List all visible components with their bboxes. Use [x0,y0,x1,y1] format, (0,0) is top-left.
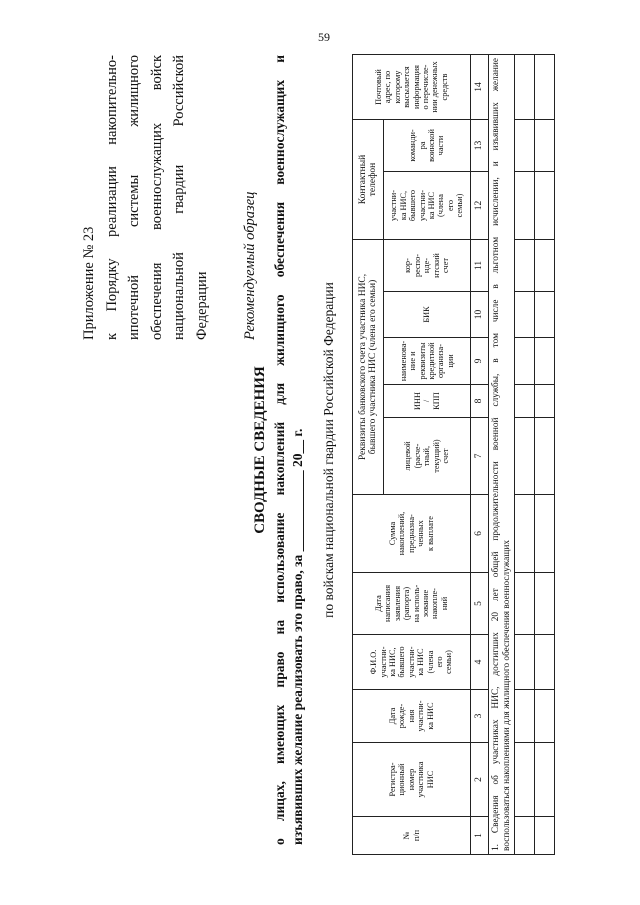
summary-table: № п/п Регистра- ционный номер участника Н… [352,54,555,855]
table-cell[interactable] [514,171,535,240]
column-header: лицевой (расче- тный, текущий) счет [383,417,471,495]
table-row [514,54,535,855]
column-header: участни- ка НИС, бывшего участни- ка НИС… [383,171,471,240]
column-header: наименова- ние и реквизиты кредитной орг… [383,337,471,385]
table-cell[interactable] [514,54,535,120]
table-cell[interactable] [534,494,555,573]
appendix-line: обеспечения военнослужащих войск [148,55,165,340]
table-cell[interactable] [534,816,555,855]
column-number: 9 [470,337,489,385]
table-cell[interactable] [514,634,535,690]
table-cell[interactable] [534,572,555,635]
table-cell[interactable] [514,417,535,495]
section-line-2: воспользоваться накоплениями для жилищно… [501,539,512,851]
column-number: 8 [470,384,489,418]
bank-details-group-header: Реквизиты банковского счета участника НИ… [352,239,384,495]
column-header: Сумма накоплений, предназна- ченных к вы… [352,494,471,573]
appendix-line: национальной гвардии Российской [171,55,187,340]
column-header: Почтовый адрес, по которому высылается и… [352,54,471,120]
table-cell[interactable] [514,291,535,338]
section-line-1: 1. Сведения об участниках НИС, достигших… [490,58,501,851]
document-subtitle: о лицах, имеющих право на использование … [271,55,307,845]
column-number: 1 [470,816,489,855]
appendix-line: ипотечной системы жилищного [126,55,142,340]
section-row: 1. Сведения об участниках НИС, достигших… [488,54,515,855]
section-heading: 1. Сведения об участниках НИС, достигших… [488,54,515,855]
table-cell[interactable] [514,119,535,172]
table-cell[interactable] [534,337,555,385]
header-row: № п/п Регистра- ционный номер участника Н… [352,54,471,855]
column-header: Ф.И.О. участни- ка НИС, бывшего участни-… [352,634,471,690]
column-number: 11 [470,239,489,292]
table-cell[interactable] [534,384,555,418]
column-number: 12 [470,171,489,240]
column-number: 14 [470,54,489,120]
column-number: 2 [470,742,489,817]
table-cell[interactable] [534,171,555,240]
table-cell[interactable] [534,689,555,743]
column-header: команди- ра воинской части [383,119,471,172]
appendix-block: Приложение № 23 к Порядку реализации нак… [78,55,262,340]
table-cell[interactable] [514,816,535,855]
column-number: 10 [470,291,489,338]
column-header: ИНН / КПП [383,384,471,418]
table-cell[interactable] [514,384,535,418]
table-cell[interactable] [514,494,535,573]
subtitle-line-1: о лицах, имеющих право на использование … [272,55,287,845]
column-number-row: 1 2 3 4 5 6 7 8 9 10 11 12 13 14 [470,54,489,855]
column-header: кор- респо- нде- нтский счет [383,239,471,292]
page-number: 59 [318,30,330,44]
column-number: 3 [470,689,489,743]
forces-line: по войскам национальной гвардии Российск… [321,282,336,618]
appendix-line: к Порядку реализации накопительно- [103,55,120,340]
column-header: Регистра- ционный номер участника НИС [352,742,471,817]
table-cell[interactable] [534,119,555,172]
subtitle-line-2: изъявивших желание реализовать это право… [290,428,305,845]
column-header: № п/п [352,816,471,855]
column-number: 6 [470,494,489,573]
table-cell[interactable] [514,689,535,743]
column-number: 7 [470,417,489,495]
column-number: 5 [470,572,489,635]
column-number: 4 [470,634,489,690]
table-cell[interactable] [534,291,555,338]
table-cell[interactable] [534,54,555,120]
column-header: Дата написания заявления (рапорта) на ис… [352,572,471,635]
table-cell[interactable] [534,634,555,690]
table-cell[interactable] [514,742,535,817]
appendix-line: Федерации [193,271,210,340]
column-number: 13 [470,119,489,172]
column-header: Дата рожде- ния участни- ка НИС [352,689,471,743]
table-cell[interactable] [534,417,555,495]
contact-phone-group-header: Контактный телефон [352,119,384,240]
column-header: БИК [383,291,471,338]
table-cell[interactable] [514,572,535,635]
appendix-line: Приложение № 23 [81,226,97,340]
table-row [534,54,555,855]
table-cell[interactable] [534,239,555,292]
table-cell[interactable] [514,239,535,292]
table-cell[interactable] [514,337,535,385]
document-title: СВОДНЫЕ СВЕДЕНИЯ [252,366,268,534]
table-cell[interactable] [534,742,555,817]
